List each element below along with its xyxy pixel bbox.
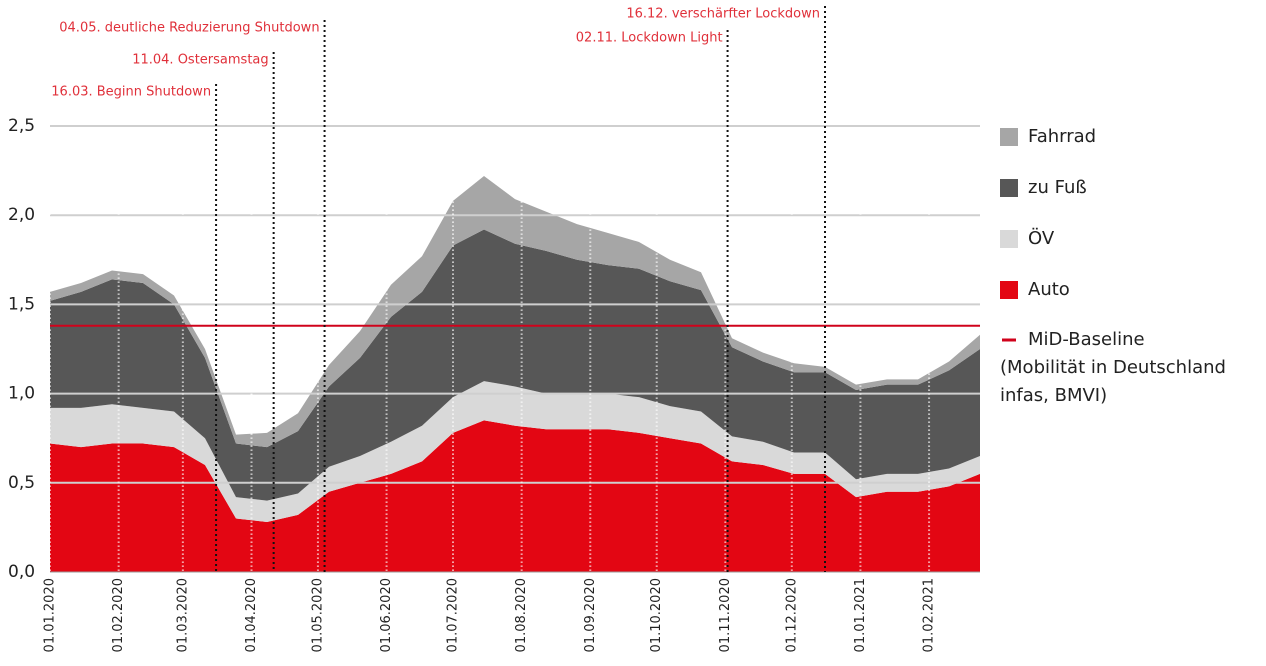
- x-tick-label: 01.06.2020: [379, 578, 394, 652]
- legend-label: zu Fuß: [1028, 177, 1087, 198]
- x-tick-label: 01.03.2020: [175, 578, 190, 652]
- x-tick-label: 01.12.2020: [784, 578, 799, 652]
- x-tick-label: 01.01.2020: [43, 578, 58, 652]
- legend-label: ÖV: [1028, 227, 1055, 249]
- y-tick-label: 2,5: [8, 116, 35, 136]
- annotation: 02.11. Lockdown Light: [576, 31, 723, 46]
- annotation: 16.12. verschärfter Lockdown: [626, 7, 820, 22]
- annotation: 11.04. Ostersamstag: [132, 53, 268, 68]
- legend-swatch: [1000, 281, 1018, 299]
- x-tick-label: 01.01.2021: [853, 578, 868, 652]
- legend-swatch: [1000, 230, 1018, 248]
- y-tick-label: 1,5: [8, 294, 35, 314]
- area: [50, 420, 980, 572]
- area: [50, 229, 980, 501]
- y-tick-label: 0,0: [8, 562, 35, 582]
- x-tick-label: 01.10.2020: [649, 578, 664, 652]
- x-tick-label: 01.04.2020: [244, 578, 259, 652]
- x-tick-label: 01.05.2020: [310, 578, 325, 652]
- x-tick-label: 01.08.2020: [514, 578, 529, 652]
- legend-swatch: [1000, 179, 1018, 197]
- annotation: 16.03. Beginn Shutdown: [51, 85, 211, 100]
- legend-baseline-label: (Mobilität in Deutschland: [1000, 357, 1226, 378]
- legend-baseline-label: MiD-Baseline: [1028, 329, 1145, 350]
- legend-swatch: [1000, 128, 1018, 146]
- area: [50, 381, 980, 523]
- annotation: 04.05. deutliche Reduzierung Shutdown: [59, 21, 319, 36]
- x-tick-label: 01.09.2020: [583, 578, 598, 652]
- area: [50, 175, 980, 448]
- x-tick-label: 01.07.2020: [446, 578, 461, 652]
- x-tick-label: 01.02.2020: [111, 578, 126, 652]
- y-tick-label: 2,0: [8, 205, 35, 225]
- y-tick-label: 1,0: [8, 384, 35, 404]
- y-tick-label: 0,5: [8, 473, 35, 493]
- x-tick-label: 01.11.2020: [718, 578, 733, 652]
- legend-label: Auto: [1028, 279, 1070, 300]
- x-tick-label: 01.02.2021: [922, 578, 937, 652]
- legend-label: Fahrrad: [1028, 126, 1096, 147]
- legend-baseline-label: infas, BMVI): [1000, 385, 1107, 406]
